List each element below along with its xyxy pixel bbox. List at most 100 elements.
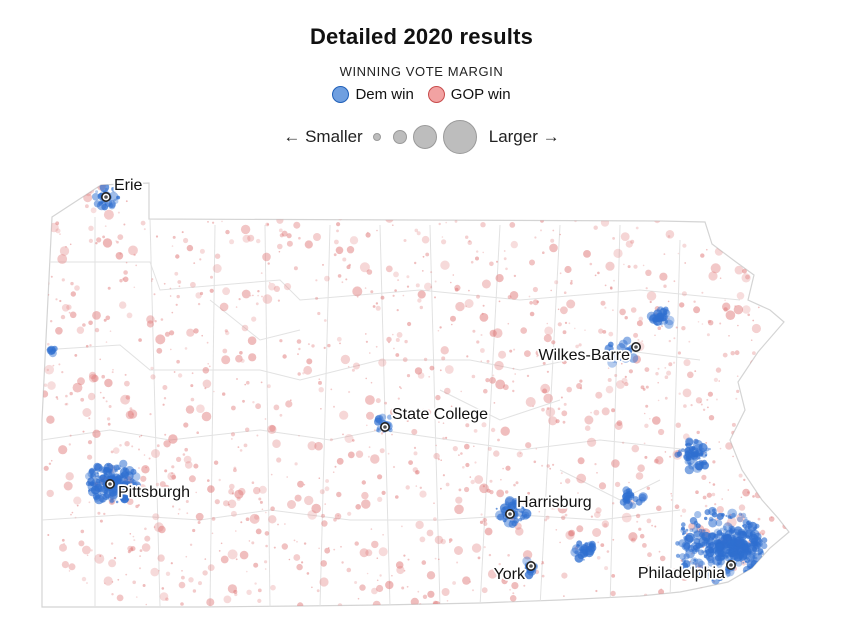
gop-dot xyxy=(417,372,425,379)
city-erie: Erie xyxy=(101,175,144,203)
dem-dot xyxy=(714,554,722,561)
dem-dot xyxy=(115,500,119,504)
gop-dot xyxy=(456,415,459,419)
gop-dot xyxy=(529,259,535,266)
gop-dot xyxy=(125,573,128,576)
dem-dot xyxy=(576,544,580,548)
county-line xyxy=(319,224,331,607)
gop-dot xyxy=(61,278,65,282)
gop-dot xyxy=(197,302,201,306)
gop-dot xyxy=(670,495,673,497)
dem-dot xyxy=(748,522,754,528)
gop-dot xyxy=(432,601,441,607)
gop-dot xyxy=(419,486,422,489)
gop-dot xyxy=(429,365,435,371)
gop-dot xyxy=(258,485,267,494)
dem-dot xyxy=(109,488,112,491)
gop-dot xyxy=(718,441,720,443)
gop-dot xyxy=(754,578,760,584)
city-marker-center-icon xyxy=(383,425,387,429)
gop-dot xyxy=(290,399,292,402)
size-dot-1-icon xyxy=(372,133,381,141)
gop-dot xyxy=(243,443,248,448)
dem-dot xyxy=(88,467,97,476)
gop-dot xyxy=(252,294,254,297)
gop-dot xyxy=(559,541,561,544)
gop-dot xyxy=(253,562,259,568)
gop-dot xyxy=(123,270,128,275)
gop-dot xyxy=(776,587,786,596)
gop-dot xyxy=(746,259,750,262)
gop-dot xyxy=(643,442,646,445)
gop-dot xyxy=(636,320,643,327)
gop-dot xyxy=(583,250,591,258)
gop-dot xyxy=(235,306,238,308)
gop-dot xyxy=(488,195,491,198)
dem-dot xyxy=(95,478,101,484)
gop-dot xyxy=(390,408,399,417)
gop-dot xyxy=(629,212,632,215)
gop-dot xyxy=(623,201,628,206)
gop-dot xyxy=(546,407,550,410)
gop-dot xyxy=(604,306,607,309)
gop-dot xyxy=(391,574,393,577)
gop-dot xyxy=(709,481,711,484)
gop-dot xyxy=(771,349,774,352)
gop-dot xyxy=(365,340,368,343)
dem-dot xyxy=(685,528,689,532)
gop-dot xyxy=(750,339,753,342)
gop-dot xyxy=(489,479,493,483)
gop-dot xyxy=(186,512,189,515)
gop-dot xyxy=(43,465,49,471)
gop-dot xyxy=(111,371,114,374)
gop-dot xyxy=(116,240,119,244)
gop-dot xyxy=(444,387,451,395)
gop-dot xyxy=(261,295,263,298)
gop-dot xyxy=(440,459,443,462)
legend-gop-label: GOP win xyxy=(450,86,511,103)
gop-dot xyxy=(276,216,284,224)
gop-dot xyxy=(741,225,746,229)
gop-dot xyxy=(602,330,607,334)
gop-dot xyxy=(71,511,74,514)
gop-dot xyxy=(88,371,97,380)
gop-dot xyxy=(683,404,687,408)
gop-dot xyxy=(370,204,380,214)
gop-dot xyxy=(471,374,476,379)
gop-dot xyxy=(170,562,173,565)
gop-dot xyxy=(195,491,197,494)
gop-dot xyxy=(563,291,567,295)
gop-dot xyxy=(101,374,105,379)
dem-dot xyxy=(694,510,702,519)
gop-dot xyxy=(199,291,204,296)
gop-dot xyxy=(416,231,421,236)
gop-dot xyxy=(462,466,465,469)
gop-dot xyxy=(638,316,644,322)
dem-dot xyxy=(682,532,685,536)
gop-dot xyxy=(473,429,478,433)
dem-dot xyxy=(621,354,630,363)
gop-dot xyxy=(557,503,568,514)
gop-dot xyxy=(212,202,215,205)
gop-dot xyxy=(50,459,53,462)
gop-dot xyxy=(165,571,171,576)
dem-dot xyxy=(606,349,616,358)
gop-dot xyxy=(574,327,576,330)
gop-dot xyxy=(701,291,704,294)
gop-dot xyxy=(251,481,255,485)
gop-dot xyxy=(509,222,516,228)
gop-dot xyxy=(161,587,165,590)
gop-dot xyxy=(344,434,354,443)
gop-dot xyxy=(660,210,663,213)
gop-dot xyxy=(160,318,164,321)
gop-dot xyxy=(102,238,113,248)
gop-dot xyxy=(772,206,775,209)
dem-dot xyxy=(706,556,711,560)
gop-dot xyxy=(163,397,167,400)
gop-dot xyxy=(278,250,281,253)
gop-dot xyxy=(346,567,352,573)
gop-dot xyxy=(752,495,755,498)
gop-dot xyxy=(192,589,197,593)
gop-dot xyxy=(484,187,491,195)
gop-dot xyxy=(354,541,359,546)
